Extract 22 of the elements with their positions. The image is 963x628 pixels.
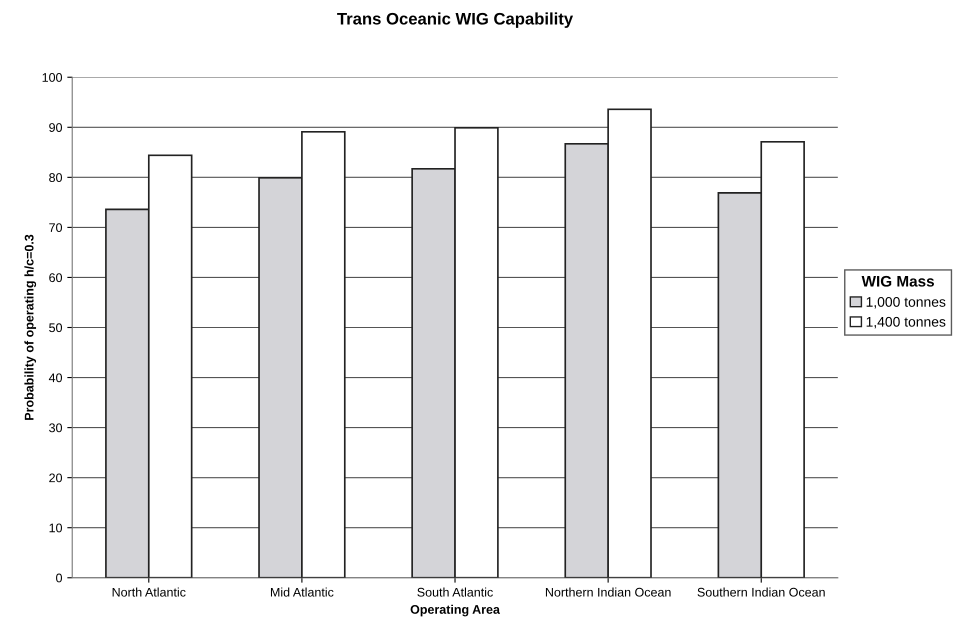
y-tick-label: 20 <box>49 473 62 482</box>
y-tick-label: 100 <box>42 73 62 82</box>
y-tick-label: 30 <box>49 423 62 432</box>
x-axis-title: Operating Area <box>410 604 500 616</box>
y-tick-label: 60 <box>49 273 62 282</box>
x-tick-label: North Atlantic <box>112 587 186 597</box>
chart-title: Trans Oceanic WIG Capability <box>337 12 574 28</box>
x-tick-label: South Atlantic <box>417 587 493 597</box>
y-tick-label: 40 <box>48 373 62 382</box>
x-tick-label: Southern Indian Ocean <box>698 587 825 597</box>
x-tick-label: Mid Atlantic <box>270 587 334 597</box>
y-axis-title: Probability of operating h/c=0.3 <box>24 234 36 420</box>
y-tick-label: 70 <box>49 223 62 232</box>
legend-label: 1,400 tonnes <box>866 316 946 328</box>
legend-label: 1,000 tonnes <box>866 297 946 308</box>
legend-title: WIG Mass <box>862 276 934 287</box>
x-tick-label: Northern Indian Ocean <box>546 587 671 597</box>
y-tick-label: 80 <box>49 173 62 182</box>
y-tick-label: 0 <box>56 574 62 582</box>
y-tick-label: 10 <box>50 524 62 532</box>
y-tick-label: 90 <box>49 123 62 132</box>
y-tick-label: 50 <box>49 323 62 332</box>
